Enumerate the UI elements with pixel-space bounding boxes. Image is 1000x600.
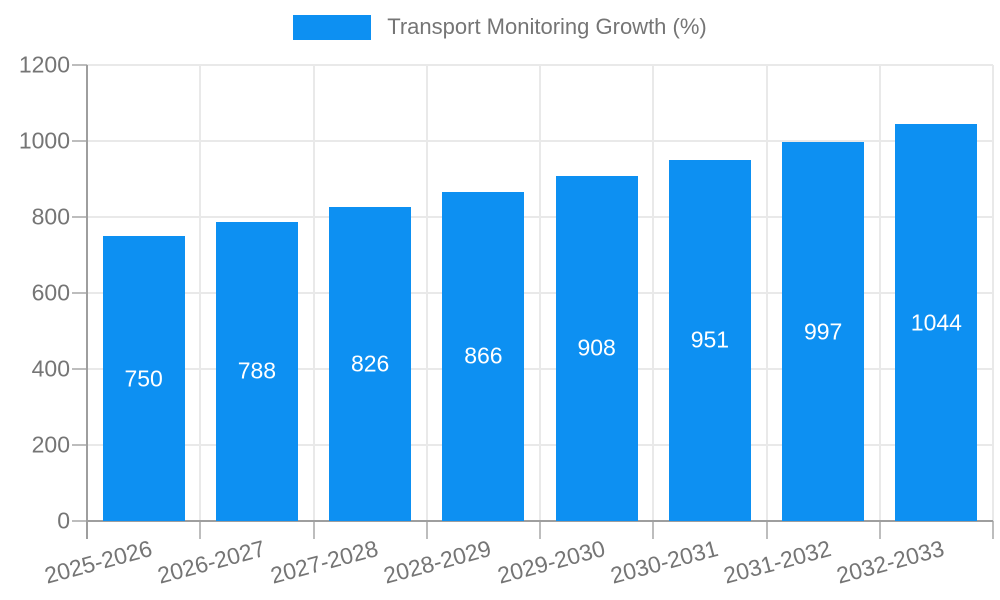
bar-value-label: 866: [464, 342, 503, 369]
y-axis-tick: [72, 444, 87, 446]
y-axis-tick-label: 600: [31, 279, 70, 306]
bar-value-label: 951: [690, 326, 730, 353]
x-gridline: [765, 65, 768, 521]
x-axis-tick: [539, 521, 541, 539]
x-gridline: [992, 65, 994, 521]
x-axis-tick-label: 2031-2032: [720, 535, 834, 589]
x-axis-tick: [878, 521, 881, 539]
x-axis-tick-label: 2028-2029: [381, 535, 495, 589]
legend-label: Transport Monitoring Growth (%): [387, 14, 707, 39]
y-axis-tick-label: 1000: [18, 127, 70, 154]
x-gridline: [425, 65, 428, 521]
bar[interactable]: [669, 159, 751, 521]
y-axis-tick: [72, 520, 87, 522]
y-axis-tick: [72, 140, 87, 142]
x-axis-tick-label: 2030-2031: [607, 535, 721, 589]
y-axis-tick-label: 200: [31, 431, 70, 458]
x-axis-tick: [199, 521, 202, 539]
bar-value-label: 1044: [910, 309, 962, 336]
x-axis-tick-label: 2025-2026: [41, 535, 155, 589]
bar[interactable]: [556, 175, 638, 521]
y-axis-tick-label: 400: [31, 355, 70, 382]
x-axis-tick-label: 2029-2030: [494, 535, 608, 589]
x-gridline: [312, 65, 315, 521]
bar[interactable]: [216, 221, 298, 521]
y-axis-tick: [72, 292, 87, 294]
bar[interactable]: [442, 191, 524, 521]
x-gridline: [539, 65, 541, 521]
bar[interactable]: [103, 236, 185, 521]
y-axis-line: [86, 65, 88, 539]
bar-value-label: 788: [237, 357, 277, 384]
bar-value-label: 908: [577, 334, 616, 361]
x-axis-tick: [765, 521, 768, 539]
chart-legend[interactable]: Transport Monitoring Growth (%): [0, 14, 1000, 40]
x-gridline: [652, 65, 655, 521]
y-axis-tick-label: 0: [57, 507, 70, 534]
y-axis-tick: [72, 368, 87, 370]
y-axis-tick: [72, 216, 87, 218]
x-axis-tick: [992, 521, 994, 539]
x-gridline: [199, 65, 202, 521]
bar-value-label: 826: [350, 350, 390, 377]
legend-swatch-icon: [293, 14, 372, 40]
x-gridline: [878, 65, 881, 521]
bar[interactable]: [782, 142, 864, 521]
y-axis-tick-label: 800: [31, 203, 70, 230]
x-axis-tick-label: 2032-2033: [834, 535, 948, 589]
y-axis-tick: [72, 64, 87, 66]
x-axis-line: [87, 520, 993, 522]
x-axis-tick: [652, 521, 655, 539]
x-axis-tick: [312, 521, 315, 539]
x-axis-tick: [425, 521, 428, 539]
bar-value-label: 997: [803, 318, 843, 345]
bar[interactable]: [329, 207, 411, 521]
x-axis-tick-label: 2026-2027: [154, 535, 268, 589]
y-axis-tick-label: 1200: [18, 51, 70, 78]
x-axis-tick-label: 2027-2028: [267, 535, 381, 589]
bar[interactable]: [895, 124, 977, 521]
bar-value-label: 750: [124, 365, 163, 391]
